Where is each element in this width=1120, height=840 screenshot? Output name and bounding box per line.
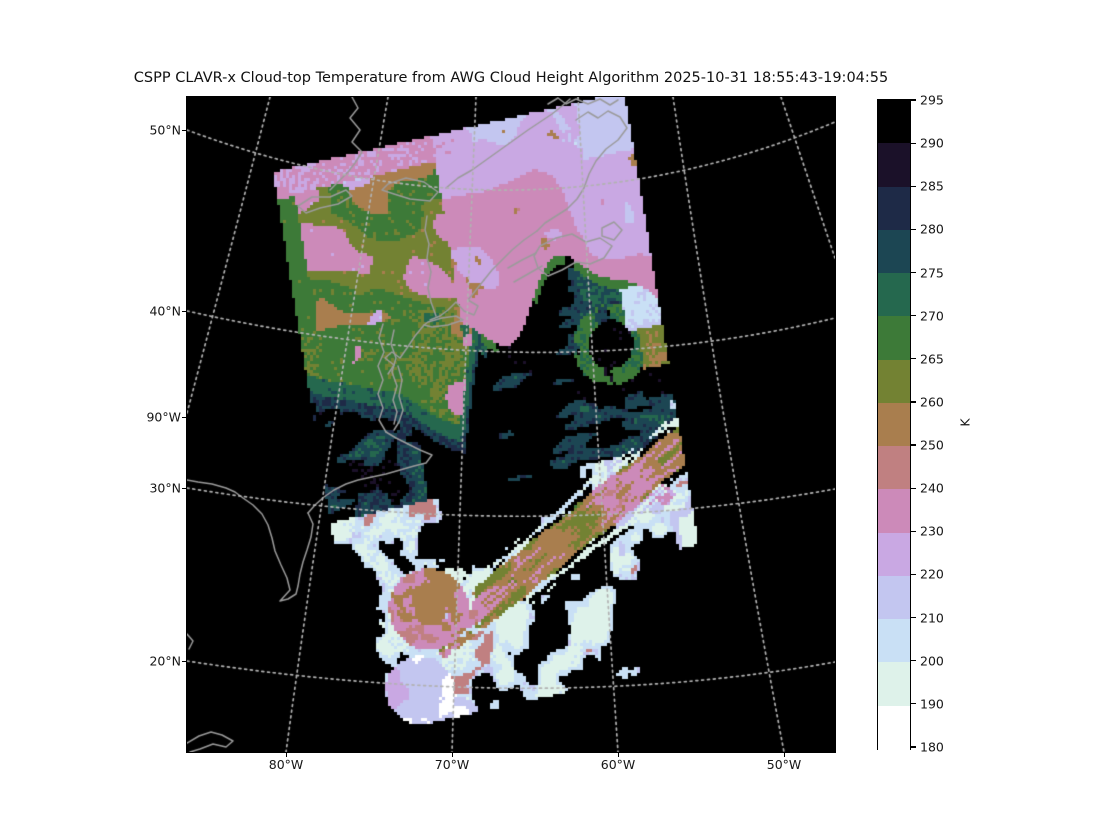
- x-tick-mark: [783, 753, 785, 757]
- x-tick-mark: [451, 753, 453, 757]
- colorbar-tick-mark: [911, 573, 916, 576]
- colorbar-tick-label: 250: [920, 437, 944, 453]
- colorbar-tick-label: 200: [920, 653, 944, 669]
- colorbar-segment: [878, 273, 910, 318]
- colorbar-tick-mark: [911, 271, 916, 274]
- colorbar-tick-label: 210: [920, 610, 944, 626]
- colorbar-segment: [878, 186, 910, 231]
- colorbar-tick-mark: [911, 444, 916, 446]
- colorbar-tick-label: 230: [920, 523, 944, 539]
- colorbar-tick-mark: [911, 703, 916, 705]
- colorbar-tick-label: 180: [920, 739, 944, 755]
- colorbar-tick-mark: [911, 746, 916, 748]
- colorbar-tick-mark: [911, 530, 916, 532]
- colorbar-tick-mark: [911, 401, 916, 403]
- colorbar-tick-label: 265: [920, 351, 944, 367]
- colorbar-tick-mark: [911, 142, 916, 144]
- colorbar-tick-label: 290: [920, 135, 944, 151]
- y-tick-label: 90°W: [146, 409, 181, 425]
- colorbar-tick-label: 220: [920, 566, 944, 582]
- colorbar-segment: [878, 316, 910, 361]
- y-tick-mark: [182, 129, 186, 131]
- y-tick-label: 30°N: [149, 480, 181, 496]
- x-tick-mark: [285, 753, 287, 757]
- y-tick-mark: [182, 416, 186, 418]
- y-tick-mark: [182, 310, 186, 312]
- colorbar: [877, 99, 911, 750]
- colorbar-segment: [878, 229, 910, 275]
- colorbar-segment: [878, 532, 910, 577]
- y-tick-label: 50°N: [149, 122, 181, 138]
- colorbar-segment: [878, 575, 910, 621]
- colorbar-tick-mark: [911, 660, 916, 662]
- x-tick-mark: [617, 753, 619, 757]
- map-axes: [186, 96, 836, 753]
- colorbar-segment: [878, 662, 910, 707]
- x-tick-label: 70°W: [434, 757, 470, 772]
- map-plot: [187, 97, 835, 752]
- colorbar-tick-mark: [911, 315, 916, 317]
- colorbar-segment: [878, 619, 910, 664]
- colorbar-segment: [878, 446, 910, 491]
- colorbar-tick-label: 275: [920, 265, 944, 281]
- colorbar-tick-label: 295: [920, 92, 944, 108]
- colorbar-tick-label: 285: [920, 178, 944, 194]
- colorbar-tick-label: 190: [920, 696, 944, 712]
- y-tick-label: 20°N: [149, 653, 181, 669]
- colorbar-segment: [878, 100, 910, 145]
- colorbar-tick-label: 240: [920, 480, 944, 496]
- colorbar-tick-mark: [911, 228, 916, 230]
- colorbar-segment: [878, 705, 910, 750]
- colorbar-tick-mark: [911, 617, 916, 619]
- colorbar-segment: [878, 359, 910, 404]
- colorbar-segment: [878, 402, 910, 448]
- x-tick-label: 60°W: [600, 757, 636, 772]
- y-tick-mark: [182, 487, 186, 489]
- colorbar-segment: [878, 489, 910, 534]
- colorbar-tick-mark: [911, 185, 916, 187]
- plot-title: CSPP CLAVR-x Cloud-top Temperature from …: [133, 70, 889, 86]
- colorbar-unit-label: K: [957, 418, 973, 427]
- x-tick-label: 80°W: [268, 757, 304, 772]
- colorbar-tick-mark: [911, 99, 916, 101]
- y-tick-label: 40°N: [149, 303, 181, 319]
- colorbar-tick-mark: [911, 487, 916, 489]
- colorbar-tick-label: 260: [920, 394, 944, 410]
- colorbar-tick-label: 280: [920, 221, 944, 237]
- x-tick-label: 50°W: [766, 757, 802, 772]
- colorbar-tick-mark: [911, 358, 916, 360]
- colorbar-tick-label: 270: [920, 308, 944, 324]
- y-tick-mark: [182, 660, 186, 662]
- colorbar-segment: [878, 143, 910, 188]
